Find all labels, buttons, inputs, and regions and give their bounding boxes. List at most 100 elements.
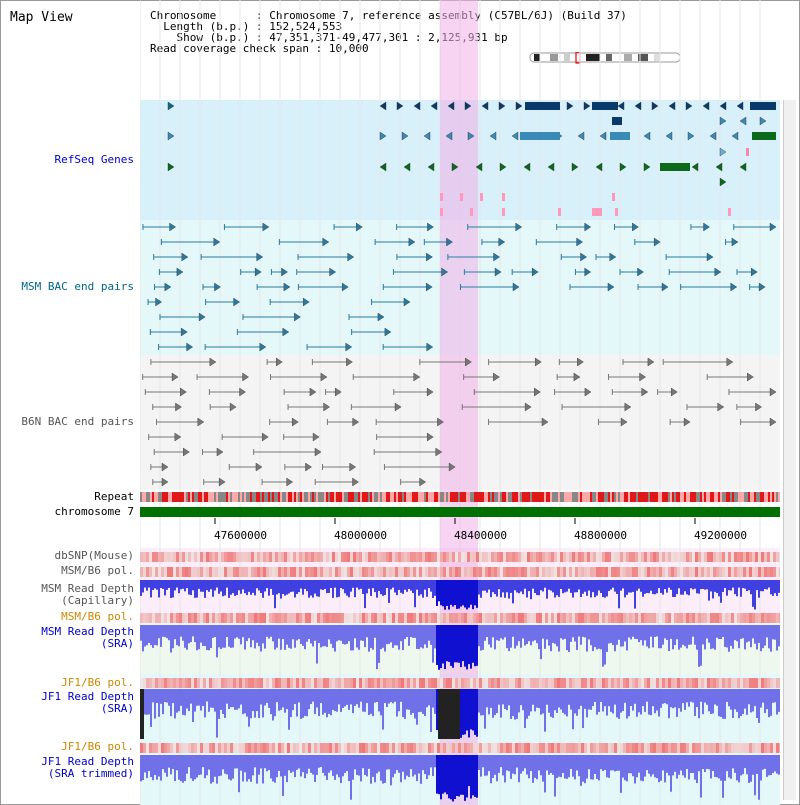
gene-arrow (641, 387, 649, 397)
polymorphism-mark (338, 678, 341, 688)
polymorphism-mark (245, 567, 248, 577)
gene-block (728, 208, 731, 216)
gene-arrow (647, 357, 655, 367)
repeat-mark (256, 492, 258, 502)
gene-arrow (583, 101, 591, 111)
polymorphism-mark (755, 613, 758, 623)
read-depth-bar (512, 689, 514, 717)
read-depth-bar (772, 580, 774, 596)
polymorphism-mark (587, 613, 590, 623)
repeat-mark (446, 492, 448, 502)
polymorphism-mark (548, 613, 551, 623)
repeat-mark (350, 492, 352, 502)
polymorphism-mark (482, 678, 485, 688)
polymorphism-mark (404, 678, 407, 688)
read-depth-bar (472, 689, 474, 731)
polymorphism-mark (278, 613, 281, 623)
repeat-mark (268, 492, 270, 502)
polymorphism-mark (575, 678, 578, 688)
repeat-mark (296, 492, 298, 502)
read-depth-bar (562, 755, 564, 774)
repeat-mark (504, 492, 506, 502)
repeat-mark (516, 492, 518, 502)
read-depth-bar (362, 689, 364, 712)
repeat-mark (616, 492, 618, 502)
track-panel[interactable] (140, 0, 780, 805)
repeat-mark (514, 492, 516, 502)
vertical-scrollbar[interactable] (783, 100, 796, 800)
read-depth-bar (760, 580, 762, 592)
polymorphism-mark (698, 678, 701, 688)
read-depth-bar (506, 689, 508, 711)
read-depth-bar (172, 625, 174, 649)
polymorphism-mark (227, 678, 230, 688)
gene-arrow (176, 267, 184, 277)
read-depth-bar (312, 625, 314, 647)
repeat-mark (476, 492, 478, 502)
read-depth-bar (768, 755, 770, 776)
read-depth-bar (672, 755, 674, 776)
read-depth-bar (384, 689, 386, 704)
repeat-mark (626, 492, 628, 502)
polymorphism-mark (356, 552, 359, 562)
polymorphism-mark (728, 552, 731, 562)
read-depth-bar (352, 755, 354, 780)
polymorphism-mark (533, 743, 536, 753)
polymorphism-mark (605, 552, 608, 562)
polymorphism-mark (491, 613, 494, 623)
read-depth-bar (524, 689, 526, 728)
read-depth-bar (602, 580, 604, 598)
polymorphism-mark (218, 567, 221, 577)
polymorphism-mark (626, 613, 629, 623)
read-depth-bar (596, 689, 598, 715)
b6n-bac-end-pairs-label[interactable]: B6N BAC end pairs (21, 415, 134, 428)
read-depth-bar (318, 755, 320, 768)
read-depth-bar (366, 625, 368, 638)
polymorphism-mark (401, 743, 404, 753)
read-depth-bar (708, 580, 710, 601)
polymorphism-mark (755, 743, 758, 753)
gene-arrow (643, 131, 651, 141)
gene-arrow (498, 237, 506, 247)
polymorphism-mark (254, 552, 257, 562)
polymorphism-mark (230, 567, 233, 577)
polymorphism-mark (359, 743, 362, 753)
polymorphism-mark (740, 613, 743, 623)
read-depth-bar (732, 580, 734, 588)
polymorphism-mark (326, 678, 329, 688)
polymorphism-mark (194, 678, 197, 688)
polymorphism-mark (590, 678, 593, 688)
msm-bac-end-pairs-label[interactable]: MSM BAC end pairs (21, 280, 134, 293)
repeat-mark (342, 492, 344, 502)
polymorphism-mark (545, 567, 548, 577)
read-depth-bar (618, 755, 620, 771)
gene-arrow (426, 252, 433, 262)
read-depth-bar (354, 625, 356, 639)
polymorphism-mark (662, 552, 665, 562)
polymorphism-mark (470, 552, 473, 562)
read-depth-bar (530, 755, 532, 772)
read-depth-bar (734, 755, 736, 773)
repeat-mark (196, 492, 198, 502)
read-depth-bar (632, 580, 634, 592)
read-depth-bar (626, 625, 628, 651)
refseq-genes-label[interactable]: RefSeq Genes (54, 153, 134, 166)
gene-arrow (413, 101, 421, 111)
read-depth-bar (326, 580, 328, 594)
read-depth-bar (564, 580, 566, 593)
polymorphism-mark (257, 613, 260, 623)
read-depth-bar (208, 689, 210, 712)
read-depth-bar (524, 755, 526, 769)
polymorphism-mark (380, 613, 383, 623)
read-depth-bar (262, 625, 264, 644)
read-depth-bar (546, 625, 548, 640)
polymorphism-mark (449, 567, 452, 577)
repeat-mark (530, 492, 532, 502)
chromosome-ideogram[interactable] (528, 52, 684, 64)
read-depth-bar (380, 580, 382, 595)
polymorphism-mark (197, 743, 200, 753)
read-depth-bar (596, 625, 598, 650)
track-canvas[interactable] (140, 0, 780, 805)
read-depth-bar (690, 755, 692, 774)
polymorphism-mark (350, 567, 353, 577)
